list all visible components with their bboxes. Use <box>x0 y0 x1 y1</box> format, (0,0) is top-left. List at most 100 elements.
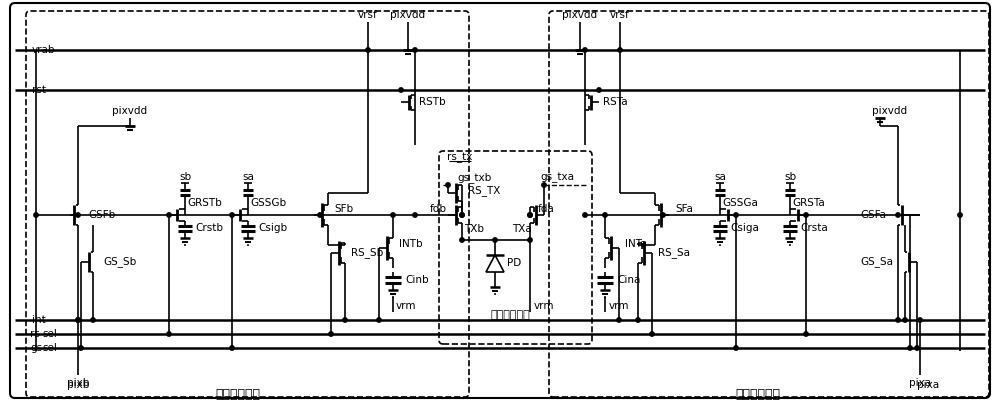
Text: sb: sb <box>179 172 191 182</box>
Circle shape <box>377 318 381 322</box>
Circle shape <box>915 346 919 350</box>
Text: PD: PD <box>507 258 521 268</box>
Text: Cina: Cina <box>617 275 640 285</box>
Text: pixa: pixa <box>909 378 931 388</box>
Text: GS_Sa: GS_Sa <box>860 257 893 268</box>
Circle shape <box>661 213 665 217</box>
Text: pixvdd: pixvdd <box>112 106 148 116</box>
Text: pixb: pixb <box>67 380 89 390</box>
Text: Crsta: Crsta <box>800 223 828 233</box>
Circle shape <box>366 48 370 52</box>
Text: sa: sa <box>242 172 254 182</box>
Circle shape <box>230 346 234 350</box>
Text: pixvdd: pixvdd <box>872 106 908 116</box>
Circle shape <box>79 346 83 350</box>
Circle shape <box>804 213 808 217</box>
Text: Crstb: Crstb <box>195 223 223 233</box>
Text: fdb: fdb <box>430 204 447 214</box>
Circle shape <box>34 213 38 217</box>
Text: sa: sa <box>714 172 726 182</box>
Text: sel: sel <box>42 343 57 353</box>
Text: sb: sb <box>784 172 796 182</box>
Text: vrm: vrm <box>396 301 416 311</box>
Circle shape <box>460 213 464 217</box>
Text: GSSGa: GSSGa <box>722 198 758 208</box>
Circle shape <box>896 213 900 217</box>
Circle shape <box>413 213 417 217</box>
Circle shape <box>583 213 587 217</box>
Circle shape <box>76 213 80 217</box>
Circle shape <box>617 318 621 322</box>
Text: RSTa: RSTa <box>603 97 628 107</box>
Text: RS_TX: RS_TX <box>468 186 500 197</box>
Text: INTb: INTb <box>399 239 423 249</box>
Text: pixvdd: pixvdd <box>562 10 598 20</box>
Circle shape <box>804 332 808 336</box>
Text: rs_tx: rs_tx <box>447 153 473 163</box>
Text: vrsf: vrsf <box>358 10 378 20</box>
Text: rs: rs <box>30 329 40 339</box>
Text: 第一读取电路: 第一读取电路 <box>736 388 780 401</box>
Circle shape <box>460 238 464 242</box>
Circle shape <box>91 318 95 322</box>
Text: 感光控制单元: 感光控制单元 <box>490 310 530 320</box>
Text: GRSTa: GRSTa <box>792 198 825 208</box>
Text: pixa: pixa <box>917 380 939 390</box>
Text: GS_Sb: GS_Sb <box>103 257 136 268</box>
Text: Csigb: Csigb <box>258 223 287 233</box>
Circle shape <box>343 318 347 322</box>
Text: fda: fda <box>538 204 555 214</box>
Circle shape <box>446 183 450 187</box>
Text: vrsf: vrsf <box>610 10 630 20</box>
Circle shape <box>329 332 333 336</box>
Circle shape <box>230 213 234 217</box>
Circle shape <box>618 48 622 52</box>
Text: vrm: vrm <box>534 301 554 311</box>
Circle shape <box>76 318 80 322</box>
Text: GRSTb: GRSTb <box>187 198 222 208</box>
Circle shape <box>460 213 464 217</box>
Text: gs: gs <box>30 343 42 353</box>
Text: RS_Sa: RS_Sa <box>658 248 690 258</box>
Circle shape <box>896 318 900 322</box>
Text: gs_txa: gs_txa <box>540 173 574 183</box>
Text: Cinb: Cinb <box>405 275 429 285</box>
Text: TXb: TXb <box>464 224 484 234</box>
Circle shape <box>908 346 912 350</box>
Text: gs_txb: gs_txb <box>457 173 491 184</box>
Circle shape <box>528 213 532 217</box>
Text: GSFa: GSFa <box>860 210 886 220</box>
Text: RSTb: RSTb <box>419 97 446 107</box>
Circle shape <box>76 318 80 322</box>
Text: vrm: vrm <box>609 301 630 311</box>
Text: RS_Sb: RS_Sb <box>351 248 383 258</box>
Text: GSSGb: GSSGb <box>250 198 286 208</box>
Circle shape <box>903 318 907 322</box>
Circle shape <box>734 213 738 217</box>
Circle shape <box>597 88 601 92</box>
Circle shape <box>167 213 171 217</box>
Text: pixb: pixb <box>67 378 89 388</box>
Text: SFb: SFb <box>334 204 353 214</box>
Text: rst: rst <box>32 85 46 95</box>
Text: pixvdd: pixvdd <box>390 10 426 20</box>
Circle shape <box>413 48 417 52</box>
Circle shape <box>918 318 922 322</box>
Text: int: int <box>32 315 46 325</box>
Text: INTa: INTa <box>625 239 647 249</box>
Circle shape <box>583 48 587 52</box>
Circle shape <box>399 88 403 92</box>
Circle shape <box>603 213 607 217</box>
Text: SFa: SFa <box>675 204 693 214</box>
Text: TXa: TXa <box>512 224 532 234</box>
Circle shape <box>636 318 640 322</box>
Circle shape <box>318 213 322 217</box>
Text: sel: sel <box>42 329 57 339</box>
Circle shape <box>528 238 532 242</box>
Circle shape <box>958 213 962 217</box>
Circle shape <box>391 213 395 217</box>
Text: Csiga: Csiga <box>730 223 759 233</box>
Circle shape <box>650 332 654 336</box>
Text: vrab: vrab <box>32 45 56 55</box>
Circle shape <box>167 332 171 336</box>
